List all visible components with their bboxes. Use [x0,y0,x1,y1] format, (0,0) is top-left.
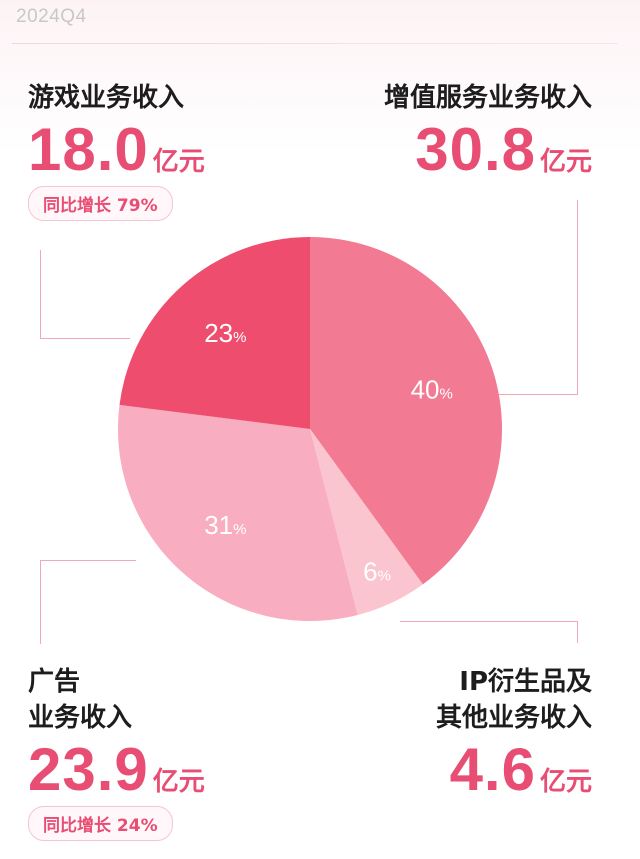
ip-leader-vertical [577,621,578,643]
games-growth-badge: 同比增长 79% [28,186,173,221]
games-leader-vertical [40,250,41,338]
games-block: 游戏业务收入 18.0 亿元 同比增长 79% [28,80,205,221]
ip-block: IP衍生品及 其他业务收入 4.6 亿元 [436,664,592,800]
pie-slice-label-1: 6% [363,556,391,586]
vas-block: 增值服务业务收入 30.8 亿元 [384,80,592,180]
ads-leader-horizontal [40,560,136,561]
ads-amount-value: 23.9 [28,736,149,803]
vas-amount-unit: 亿元 [539,147,592,177]
ads-amount: 23.9 亿元 [28,740,205,800]
ip-title-line2: 其他业务收入 [435,703,592,733]
vas-leader-horizontal [468,394,578,395]
ads-title-line2: 业务收入 [28,703,133,733]
vas-title: 增值服务业务收入 [383,83,592,113]
vas-amount-value: 30.8 [415,116,536,183]
pie-slice-label-0: 40% [411,374,453,404]
header-divider [12,43,618,44]
games-amount-unit: 亿元 [152,147,205,177]
ads-growth-badge: 同比增长 24% [28,806,173,841]
ip-leader-horizontal [400,621,578,622]
pie-slice-label-3: 23% [204,318,246,348]
vas-leader-vertical [577,200,578,394]
pie-slice-3 [119,237,310,429]
ip-amount-unit: 亿元 [539,767,592,797]
ads-leader-vertical [40,560,41,644]
games-amount-value: 18.0 [28,116,149,183]
ip-amount: 4.6 亿元 [436,740,592,800]
ip-amount-value: 4.6 [449,736,536,803]
ads-block: 广告 业务收入 23.9 亿元 同比增长 24% [28,664,205,841]
pie-slice-0 [310,237,502,585]
vas-amount: 30.8 亿元 [384,120,592,180]
games-amount: 18.0 亿元 [28,120,205,180]
pie-slice-label-2: 31% [204,510,246,540]
period-label: 2024Q4 [16,6,87,27]
ip-title-line1: IP衍生品及 [459,667,592,697]
games-title: 游戏业务收入 [28,83,185,113]
pie-slice-2 [117,404,358,621]
games-leader-horizontal [40,338,130,339]
pie-slice-1 [310,429,423,615]
ads-title-line1: 广告 [28,667,81,697]
ads-amount-unit: 亿元 [152,767,205,797]
